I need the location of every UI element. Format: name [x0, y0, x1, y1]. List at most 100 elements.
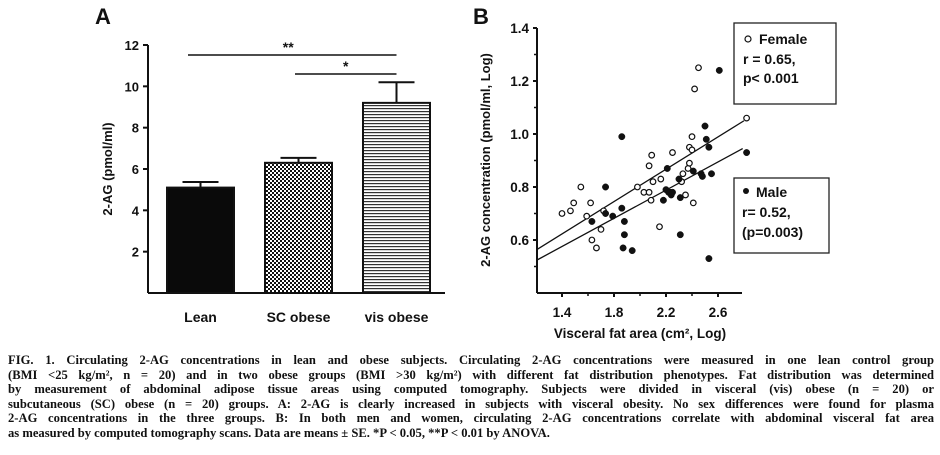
bar-sc-obese — [264, 161, 333, 294]
data-point-female — [597, 225, 605, 233]
data-point-female — [695, 64, 702, 72]
data-point-female — [686, 159, 693, 167]
data-point-male — [618, 133, 626, 141]
y-tick-label: 0.6 — [510, 233, 529, 248]
legend-male-r: r= 0.52, — [742, 204, 791, 220]
panel-b-scatter-chart: B 2-AG concentration (pmol/ml, Log) Visc… — [473, 4, 837, 341]
legend-female-name: Female — [759, 31, 807, 47]
data-point-female — [593, 244, 600, 252]
data-point-female — [691, 85, 698, 93]
regression-line-male — [536, 148, 744, 261]
panel-b-y-axis-label: 2-AG concentration (pmol/ml, Log) — [478, 53, 493, 267]
data-point-female — [657, 175, 665, 183]
figure-caption: FIG. 1. Circulating 2-AG concentrations … — [8, 353, 934, 441]
legend-female-p: p< 0.001 — [743, 70, 799, 86]
data-point-female — [648, 151, 656, 159]
legend-male-p: (p=0.003) — [742, 224, 803, 240]
caption-line: 2-AG concentrations in the three groups.… — [8, 411, 934, 426]
data-point-female — [669, 149, 676, 156]
y-tick-label: 1.4 — [510, 21, 529, 36]
data-point-female — [645, 162, 653, 170]
data-point-female — [587, 199, 594, 207]
data-point-male — [701, 122, 709, 130]
data-point-male — [602, 210, 609, 217]
data-point-female — [689, 199, 697, 207]
panel-a-y-axis-label: 2-AG (pmol/ml) — [100, 122, 115, 215]
data-point-male — [609, 212, 617, 220]
data-point-female — [570, 199, 578, 207]
data-point-female — [656, 223, 663, 231]
legend-male-name: Male — [756, 184, 787, 200]
x-tick-label: vis obese — [365, 309, 429, 325]
data-point-male — [620, 218, 628, 225]
y-tick-label: 10 — [125, 79, 139, 94]
regression-line-female — [536, 120, 745, 250]
data-point-female — [645, 188, 653, 196]
bar-lean — [166, 186, 235, 295]
x-tick-label: 1.8 — [605, 305, 624, 320]
data-point-male — [689, 167, 697, 175]
data-point-male — [588, 218, 596, 225]
y-tick-label: 12 — [125, 38, 139, 53]
data-point-female — [567, 207, 574, 215]
significance-label: * — [343, 58, 349, 74]
data-point-female — [647, 196, 655, 204]
data-point-male — [619, 244, 627, 252]
data-point-female — [679, 170, 687, 178]
significance-label: ** — [283, 39, 294, 55]
data-point-male — [669, 188, 676, 196]
figure: A 2-AG (pmol/ml) 2 4 6 8 10 12 Lean SC obese vis… — [95, 4, 837, 341]
data-point-female — [558, 210, 566, 217]
data-point-male — [715, 66, 723, 74]
open-circle-marker-icon — [744, 35, 752, 43]
data-point-female — [743, 114, 750, 122]
data-point-male — [705, 143, 713, 151]
y-tick-label: 0.8 — [510, 180, 529, 195]
data-point-male — [743, 149, 751, 157]
data-point-male — [705, 255, 713, 262]
data-point-male — [618, 204, 626, 212]
x-tick-label: 1.4 — [553, 305, 572, 320]
data-point-female — [583, 212, 591, 220]
data-point-female — [577, 183, 585, 191]
x-tick-label: Lean — [184, 309, 217, 325]
x-tick-label: SC obese — [267, 309, 331, 325]
y-tick-label: 8 — [132, 121, 139, 136]
caption-line: by measurement of abdominal adipose tiss… — [8, 382, 934, 397]
panel-b-label: B — [473, 4, 489, 29]
panel-a-label: A — [95, 4, 111, 29]
y-tick-label: 4 — [132, 203, 140, 218]
caption-line: (BMI <25 kg/m², n = 20) and in two obese… — [8, 367, 934, 382]
data-point-female — [688, 146, 696, 154]
data-point-female — [634, 183, 641, 191]
data-point-female — [682, 191, 689, 199]
x-tick-label: 2.6 — [709, 305, 728, 320]
panel-b-x-axis-label: Visceral fat area (cm², Log) — [554, 326, 726, 341]
filled-circle-marker-icon — [743, 188, 749, 194]
data-point-female — [649, 178, 657, 186]
data-point-female — [588, 236, 596, 244]
data-point-male — [676, 231, 684, 239]
data-point-male — [676, 194, 684, 202]
caption-line: subcutaneous (SC) obese (n = 20) groups.… — [8, 396, 934, 411]
data-point-male — [708, 170, 715, 178]
data-point-male — [620, 231, 628, 239]
x-tick-label: 2.2 — [657, 305, 676, 320]
bar-vis-obese — [362, 101, 431, 294]
caption-line: FIG. 1. Circulating 2-AG concentrations … — [8, 353, 934, 367]
y-tick-label: 1.2 — [510, 74, 529, 89]
data-point-female — [688, 133, 696, 141]
data-point-male — [659, 196, 667, 204]
data-point-male — [698, 172, 706, 180]
y-tick-label: 2 — [132, 245, 139, 260]
legend-female: Female r = 0.65, p< 0.001 — [733, 22, 837, 105]
data-point-male — [702, 135, 710, 143]
legend-female-r: r = 0.65, — [743, 51, 796, 67]
legend-male: Male r= 0.52, (p=0.003) — [733, 177, 830, 254]
y-tick-label: 1.0 — [510, 127, 529, 142]
caption-line: as measured by computed tomography scans… — [8, 425, 550, 440]
data-point-male — [602, 183, 609, 191]
data-point-male — [663, 165, 671, 172]
data-point-male — [628, 247, 636, 255]
data-point-male — [675, 175, 683, 183]
